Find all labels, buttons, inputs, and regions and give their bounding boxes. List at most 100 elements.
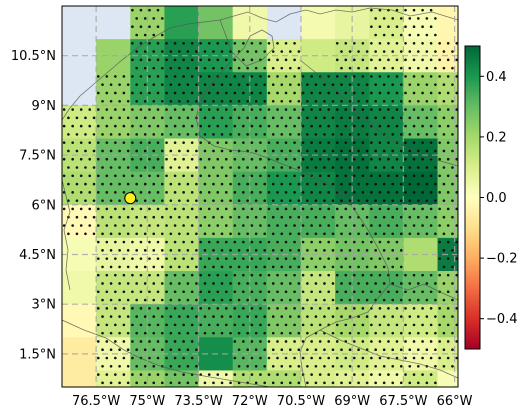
stipple-cell — [370, 240, 403, 269]
stipple-cell — [438, 108, 458, 136]
colorbar-tick-label: 0.0 — [486, 191, 507, 206]
stipple-cell — [335, 141, 369, 169]
stipple-cell — [62, 174, 96, 202]
stipple-cell — [267, 207, 301, 236]
heatmap-cell — [62, 105, 97, 139]
stipple-cell — [131, 207, 164, 236]
stipple-cell — [267, 108, 301, 136]
heatmap-cell — [403, 271, 438, 305]
colorbar-tick-label: 0.2 — [486, 130, 507, 145]
stipple-cell — [335, 240, 369, 269]
heatmap-cell — [369, 6, 404, 40]
stipple-cell — [131, 41, 164, 70]
colorbar-tick-label: −0.2 — [486, 252, 518, 267]
heatmap-cell — [300, 204, 336, 239]
heatmap-cell — [164, 271, 199, 305]
x-tick-label: 76.5°W — [72, 394, 120, 409]
heatmap-cell — [164, 6, 199, 40]
stipple-cell — [301, 240, 335, 269]
stipple-cell — [438, 174, 458, 202]
heatmap-cell — [300, 72, 336, 106]
stipple-cell — [131, 141, 164, 169]
heatmap-cell — [437, 72, 458, 106]
heatmap-cell — [198, 171, 234, 206]
stipple-cell — [438, 207, 458, 236]
heatmap-cell — [437, 304, 458, 338]
river-lower — [319, 329, 458, 379]
stipple-cell — [370, 174, 403, 202]
stipple-cell — [131, 75, 164, 103]
stipple-cell — [96, 307, 130, 335]
heatmap-cell — [403, 204, 438, 239]
gridlines — [62, 6, 458, 387]
stipple-cell — [96, 240, 130, 269]
heatmap-cell — [300, 171, 336, 206]
location-marker — [124, 192, 137, 205]
stipple-cell — [404, 141, 437, 169]
stipple-cell — [301, 207, 335, 236]
heatmap-cell — [437, 204, 458, 239]
x-tick-label: 69°W — [334, 394, 370, 409]
stipple-cell — [199, 240, 232, 269]
colorbar-tick-label: 0.4 — [486, 70, 507, 85]
stipple-cell — [165, 141, 198, 169]
stipple-cell — [165, 41, 198, 70]
heatmap-cell — [369, 105, 404, 139]
heatmap-cell — [403, 6, 438, 40]
heatmap-cell — [403, 370, 438, 387]
stipple-cell — [438, 75, 458, 103]
heatmap-cell — [266, 370, 302, 387]
stipple-cell — [233, 207, 266, 236]
stipple-cell — [267, 273, 301, 302]
heatmap-cell — [198, 204, 234, 239]
stipple-cell — [62, 207, 96, 236]
stipple-cell — [131, 307, 164, 335]
stipple-cell — [131, 273, 164, 302]
x-tick-label: 72°W — [232, 394, 268, 409]
stipple-cell — [165, 75, 198, 103]
stipple-cell — [370, 273, 403, 302]
heatmap-cell — [198, 370, 234, 387]
stipple-cell — [370, 141, 403, 169]
heatmap-cell — [266, 105, 302, 139]
heatmap-cell — [403, 171, 438, 206]
stipple-cell — [96, 75, 130, 103]
border-pacific-coast — [62, 179, 71, 291]
stipple-cell — [199, 75, 232, 103]
stipple-cell — [131, 174, 164, 202]
stipple-cell — [96, 340, 130, 368]
heatmap-cell — [62, 370, 97, 387]
stipple-cell — [233, 340, 266, 368]
stipple-cell — [233, 141, 266, 169]
stipple-cell — [335, 373, 369, 385]
stipple-cell — [131, 340, 164, 368]
stipple-cell — [335, 108, 369, 136]
stipple-cell — [199, 307, 232, 335]
stipple-cell — [370, 75, 403, 103]
stipple-cell — [438, 307, 458, 335]
y-axis-ticks: 10.5°N 9°N 7.5°N 6°N 4.5°N 3°N 1.5°N — [11, 49, 56, 362]
stipple-cell — [335, 307, 369, 335]
stipple-cell — [370, 41, 403, 70]
stipple-cell — [301, 373, 335, 385]
significance-stippling — [62, 8, 458, 385]
stipple-cell — [301, 108, 335, 136]
y-tick-label: 9°N — [32, 99, 57, 114]
stipple-cell — [301, 141, 335, 169]
heatmap-cell — [300, 271, 336, 305]
stipple-cell — [267, 141, 301, 169]
map-area — [62, 6, 458, 387]
stipple-cell — [370, 207, 403, 236]
heatmap-cell — [300, 105, 336, 139]
stipple-cell — [438, 141, 458, 169]
border-ecuador — [62, 319, 271, 387]
stipple-cell — [165, 240, 198, 269]
stipple-cell — [370, 108, 403, 136]
colorbar-gradient — [464, 45, 481, 350]
stipple-cell — [404, 75, 437, 103]
stipple-cell — [199, 108, 232, 136]
y-tick-label: 1.5°N — [19, 347, 56, 362]
heatmap-cell — [164, 204, 199, 239]
heatmap-cell — [437, 6, 458, 40]
